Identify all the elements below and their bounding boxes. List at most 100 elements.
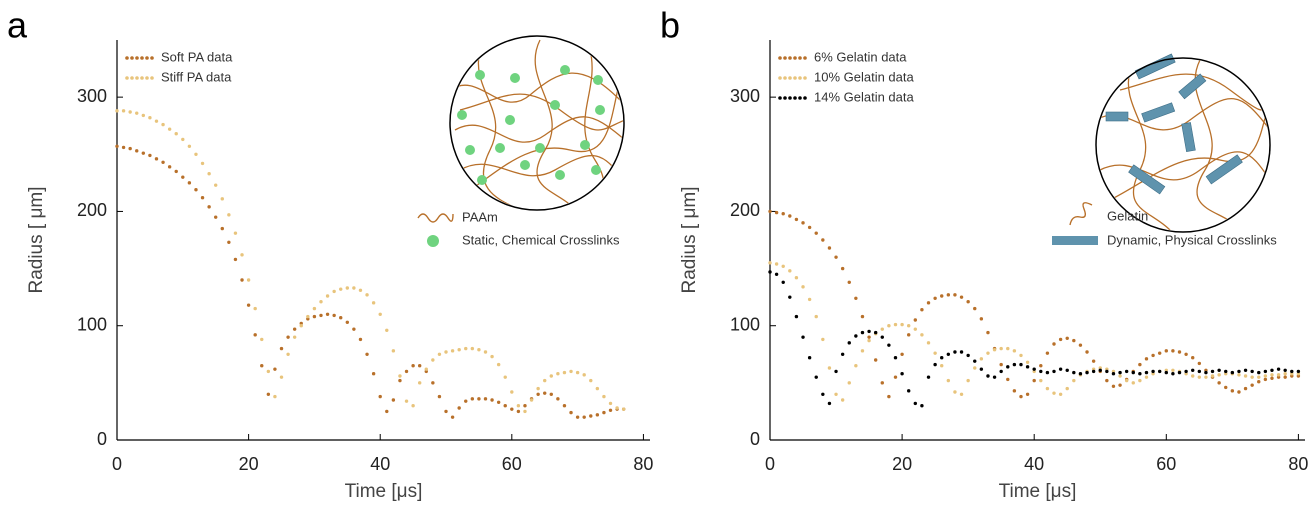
- data-point: [266, 392, 271, 396]
- data-point: [966, 353, 970, 358]
- data-point: [1025, 365, 1030, 369]
- data-point: [503, 404, 507, 408]
- data-point: [900, 372, 904, 376]
- data-point: [1290, 369, 1294, 374]
- data-point: [450, 415, 455, 419]
- data-point: [1052, 369, 1056, 374]
- data-point: [141, 151, 146, 155]
- data-point: [1263, 377, 1268, 382]
- data-point: [807, 356, 812, 360]
- data-point: [536, 386, 540, 391]
- data-point: [200, 161, 205, 166]
- data-point: [339, 287, 343, 291]
- x-tick-label: 20: [892, 454, 912, 474]
- data-point: [292, 327, 297, 331]
- y-axis-label: Radius [ μm]: [679, 186, 700, 293]
- data-point: [926, 375, 931, 379]
- data-point: [602, 394, 606, 399]
- data-point: [1250, 383, 1254, 387]
- data-point: [940, 364, 944, 368]
- data-point: [979, 317, 984, 321]
- data-point: [1052, 342, 1056, 346]
- data-point: [1250, 375, 1254, 379]
- data-point: [437, 352, 442, 356]
- data-point: [880, 335, 884, 339]
- data-point: [194, 152, 198, 156]
- data-point: [549, 392, 553, 396]
- data-point: [411, 364, 415, 368]
- data-point: [365, 293, 369, 297]
- data-point: [496, 400, 501, 404]
- data-point: [940, 356, 944, 360]
- data-point: [1237, 390, 1241, 394]
- data-point: [1184, 352, 1188, 356]
- legend-swatch: [778, 56, 782, 60]
- data-point: [582, 415, 586, 419]
- data-point: [1105, 378, 1109, 383]
- data-point: [365, 352, 369, 356]
- data-point: [1019, 353, 1023, 358]
- data-point: [1171, 372, 1175, 376]
- data-point: [332, 289, 336, 294]
- data-point: [854, 334, 858, 338]
- data-point: [411, 404, 415, 408]
- data-point: [1131, 381, 1135, 385]
- data-point: [1072, 370, 1076, 375]
- data-point: [1065, 386, 1069, 391]
- legend-swatch: [125, 56, 129, 60]
- data-point: [279, 346, 284, 351]
- data-point: [933, 362, 937, 367]
- data-point: [1283, 375, 1287, 379]
- data-point: [814, 314, 818, 319]
- data-point: [444, 409, 448, 414]
- legend-swatch: [793, 96, 797, 100]
- data-point: [477, 397, 481, 401]
- data-point: [1065, 368, 1069, 372]
- data-point: [999, 362, 1003, 367]
- data-point: [827, 246, 832, 250]
- data-point: [1025, 392, 1030, 396]
- data-point: [821, 392, 825, 396]
- data-point: [562, 404, 567, 408]
- data-point: [907, 324, 911, 328]
- data-point: [1065, 336, 1069, 340]
- data-point: [893, 322, 898, 327]
- legend-label: Soft PA data: [161, 49, 233, 64]
- data-point: [907, 333, 911, 337]
- data-point: [200, 196, 205, 200]
- data-point: [286, 335, 290, 339]
- data-point: [893, 356, 898, 360]
- data-point: [582, 373, 586, 377]
- y-axis-label: Radius [ μm]: [26, 186, 47, 293]
- data-point: [1098, 368, 1102, 372]
- data-point: [920, 404, 924, 408]
- data-point: [801, 221, 805, 225]
- data-point: [562, 370, 567, 375]
- data-point: [873, 330, 878, 335]
- data-point: [286, 352, 290, 356]
- data-point: [1085, 350, 1089, 354]
- data-point: [1151, 353, 1155, 358]
- y-tick-label: 300: [77, 86, 107, 106]
- data-point: [161, 122, 165, 127]
- data-point: [1144, 357, 1149, 361]
- panel-label: a: [7, 5, 28, 46]
- data-point: [490, 354, 494, 359]
- data-point: [1296, 369, 1301, 374]
- data-point: [128, 110, 132, 114]
- data-point: [556, 372, 560, 376]
- legend-swatch: [783, 76, 787, 80]
- data-point: [352, 286, 356, 290]
- data-point: [260, 364, 264, 368]
- data-point: [358, 288, 363, 292]
- legend-swatch: [788, 96, 792, 100]
- data-point: [523, 404, 527, 408]
- data-point: [391, 349, 396, 353]
- data-point: [807, 225, 812, 230]
- data-point: [378, 394, 382, 399]
- data-point: [1270, 376, 1274, 380]
- data-point: [385, 328, 389, 332]
- data-point: [860, 330, 865, 335]
- data-point: [549, 374, 553, 378]
